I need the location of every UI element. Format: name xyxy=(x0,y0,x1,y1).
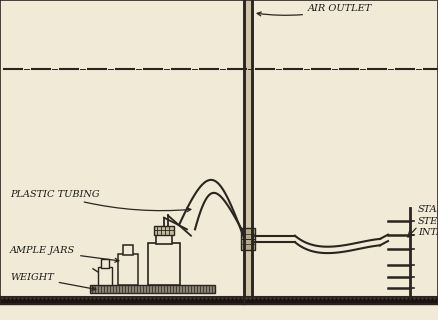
Text: PLASTIC TUBING: PLASTIC TUBING xyxy=(10,190,191,212)
Text: STAINLESS
STEEL
INTAKES: STAINLESS STEEL INTAKES xyxy=(418,205,438,237)
Bar xyxy=(154,226,174,235)
Text: WEIGHT: WEIGHT xyxy=(10,273,96,291)
Bar xyxy=(118,254,138,285)
Bar xyxy=(148,243,180,285)
Bar xyxy=(90,285,215,293)
Bar xyxy=(241,228,255,250)
Text: AIR OUTLET: AIR OUTLET xyxy=(257,4,372,16)
Bar xyxy=(123,245,133,255)
Bar xyxy=(101,259,109,268)
Bar xyxy=(156,233,172,244)
Bar xyxy=(98,267,112,285)
Text: AMPLE JARS: AMPLE JARS xyxy=(10,246,119,262)
